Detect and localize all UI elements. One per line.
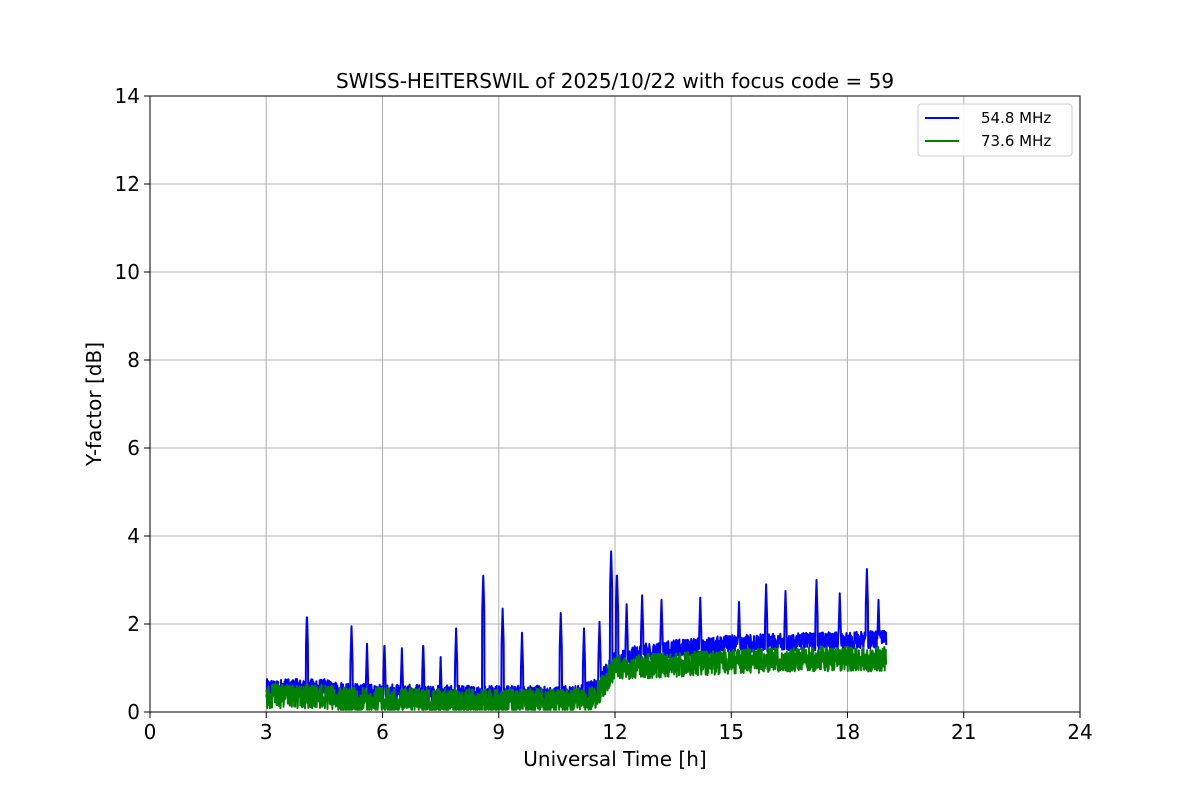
x-tick-label: 15 bbox=[719, 720, 744, 744]
legend-label-73-6: 73.6 MHz bbox=[981, 132, 1051, 150]
y-tick-label: 2 bbox=[127, 612, 140, 636]
y-tick-label: 6 bbox=[127, 436, 140, 460]
y-tick-label: 14 bbox=[115, 84, 140, 108]
x-tick-label: 9 bbox=[492, 720, 505, 744]
x-tick-label: 21 bbox=[951, 720, 976, 744]
x-tick-label: 12 bbox=[602, 720, 627, 744]
y-tick-label: 0 bbox=[127, 700, 140, 724]
x-axis-label: Universal Time [h] bbox=[523, 747, 706, 771]
x-tick-label: 18 bbox=[835, 720, 860, 744]
series-layer bbox=[265, 550, 888, 711]
legend: 54.8 MHz 73.6 MHz bbox=[917, 103, 1073, 157]
y-axis: 0 2 4 6 8 10 12 14 bbox=[115, 84, 150, 724]
x-tick-label: 0 bbox=[144, 720, 157, 744]
y-tick-label: 8 bbox=[127, 348, 140, 372]
y-tick-label: 4 bbox=[127, 524, 140, 548]
y-tick-label: 10 bbox=[115, 260, 140, 284]
x-axis: 0 3 6 9 12 15 18 21 24 bbox=[144, 712, 1093, 744]
x-tick-label: 6 bbox=[376, 720, 389, 744]
legend-label-54-8: 54.8 MHz bbox=[981, 109, 1051, 127]
y-axis-label: Y-factor [dB] bbox=[82, 342, 106, 467]
chart-title: SWISS-HEITERSWIL of 2025/10/22 with focu… bbox=[336, 69, 894, 93]
y-tick-label: 12 bbox=[115, 172, 140, 196]
series-line-1 bbox=[265, 645, 888, 711]
x-tick-label: 3 bbox=[260, 720, 273, 744]
x-tick-label: 24 bbox=[1067, 720, 1092, 744]
